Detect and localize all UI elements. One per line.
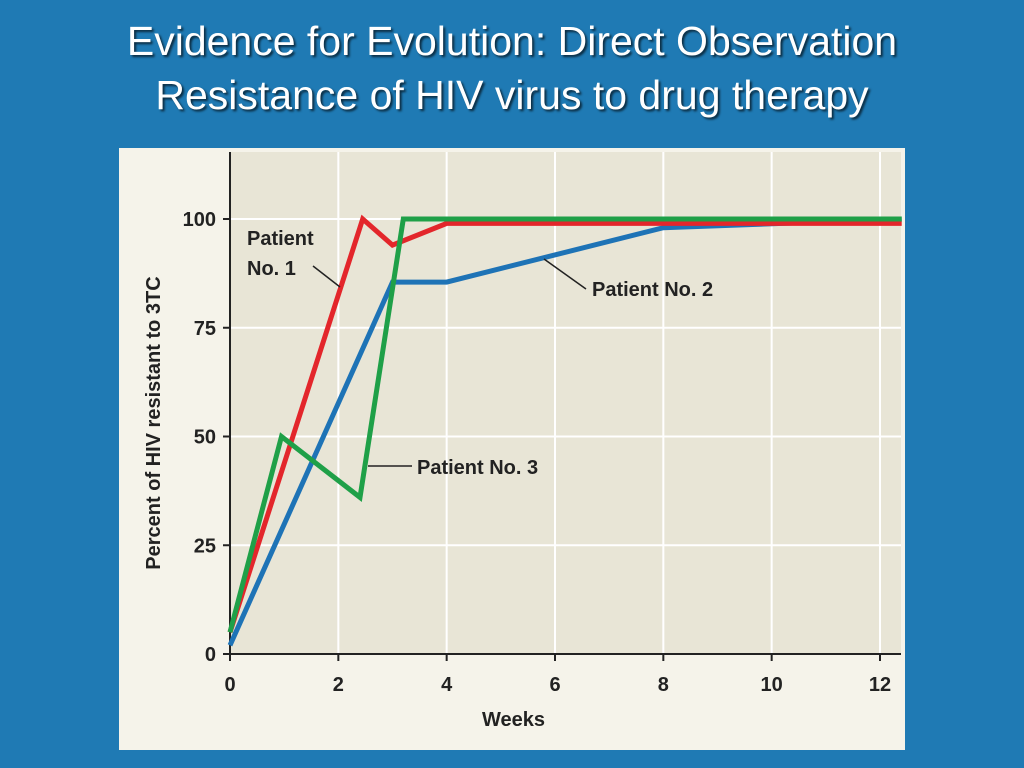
annotation-patient-1: No. 1 — [247, 258, 296, 280]
x-tick-label: 10 — [761, 674, 783, 696]
y-tick-label: 0 — [205, 644, 216, 666]
x-tick-label: 6 — [549, 674, 560, 696]
annotation-patient-1: Patient — [247, 228, 314, 250]
x-tick-label: 0 — [224, 674, 235, 696]
x-axis-title: Weeks — [482, 709, 545, 731]
annotation-patient-3: Patient No. 3 — [417, 457, 538, 479]
chart-panel: 0 25 50 75 100 0 2 4 6 8 10 12 Weeks Percent of HIV r… — [119, 148, 905, 750]
y-axis-title: Percent of HIV resistant to 3TC — [143, 276, 165, 569]
slide-title: Evidence for Evolution: Direct Observati… — [0, 14, 1024, 122]
hiv-resistance-line-chart: 0 25 50 75 100 0 2 4 6 8 10 12 Weeks Percent of HIV r… — [143, 152, 902, 731]
y-tick-label: 50 — [194, 427, 216, 449]
series-line-patient-3 — [227, 216, 902, 633]
annotation-patient-2: Patient No. 2 — [592, 279, 713, 301]
y-tick-label: 25 — [194, 535, 216, 557]
slide-title-line-1: Evidence for Evolution: Direct Observati… — [126, 18, 898, 64]
x-tick-label: 2 — [333, 674, 344, 696]
x-tick-label: 4 — [441, 674, 453, 696]
plot-area — [230, 152, 901, 654]
x-tick-label: 12 — [869, 674, 891, 696]
series-line-patient-1 — [227, 214, 902, 634]
x-tick-label: 8 — [658, 674, 669, 696]
slide-title-line-2: Resistance of HIV virus to drug therapy — [155, 72, 869, 118]
leader-line-patient-1 — [312, 265, 341, 288]
y-tick-label: 100 — [183, 209, 216, 231]
y-tick-label: 75 — [194, 318, 216, 340]
leader-line-patient-2 — [543, 258, 587, 290]
